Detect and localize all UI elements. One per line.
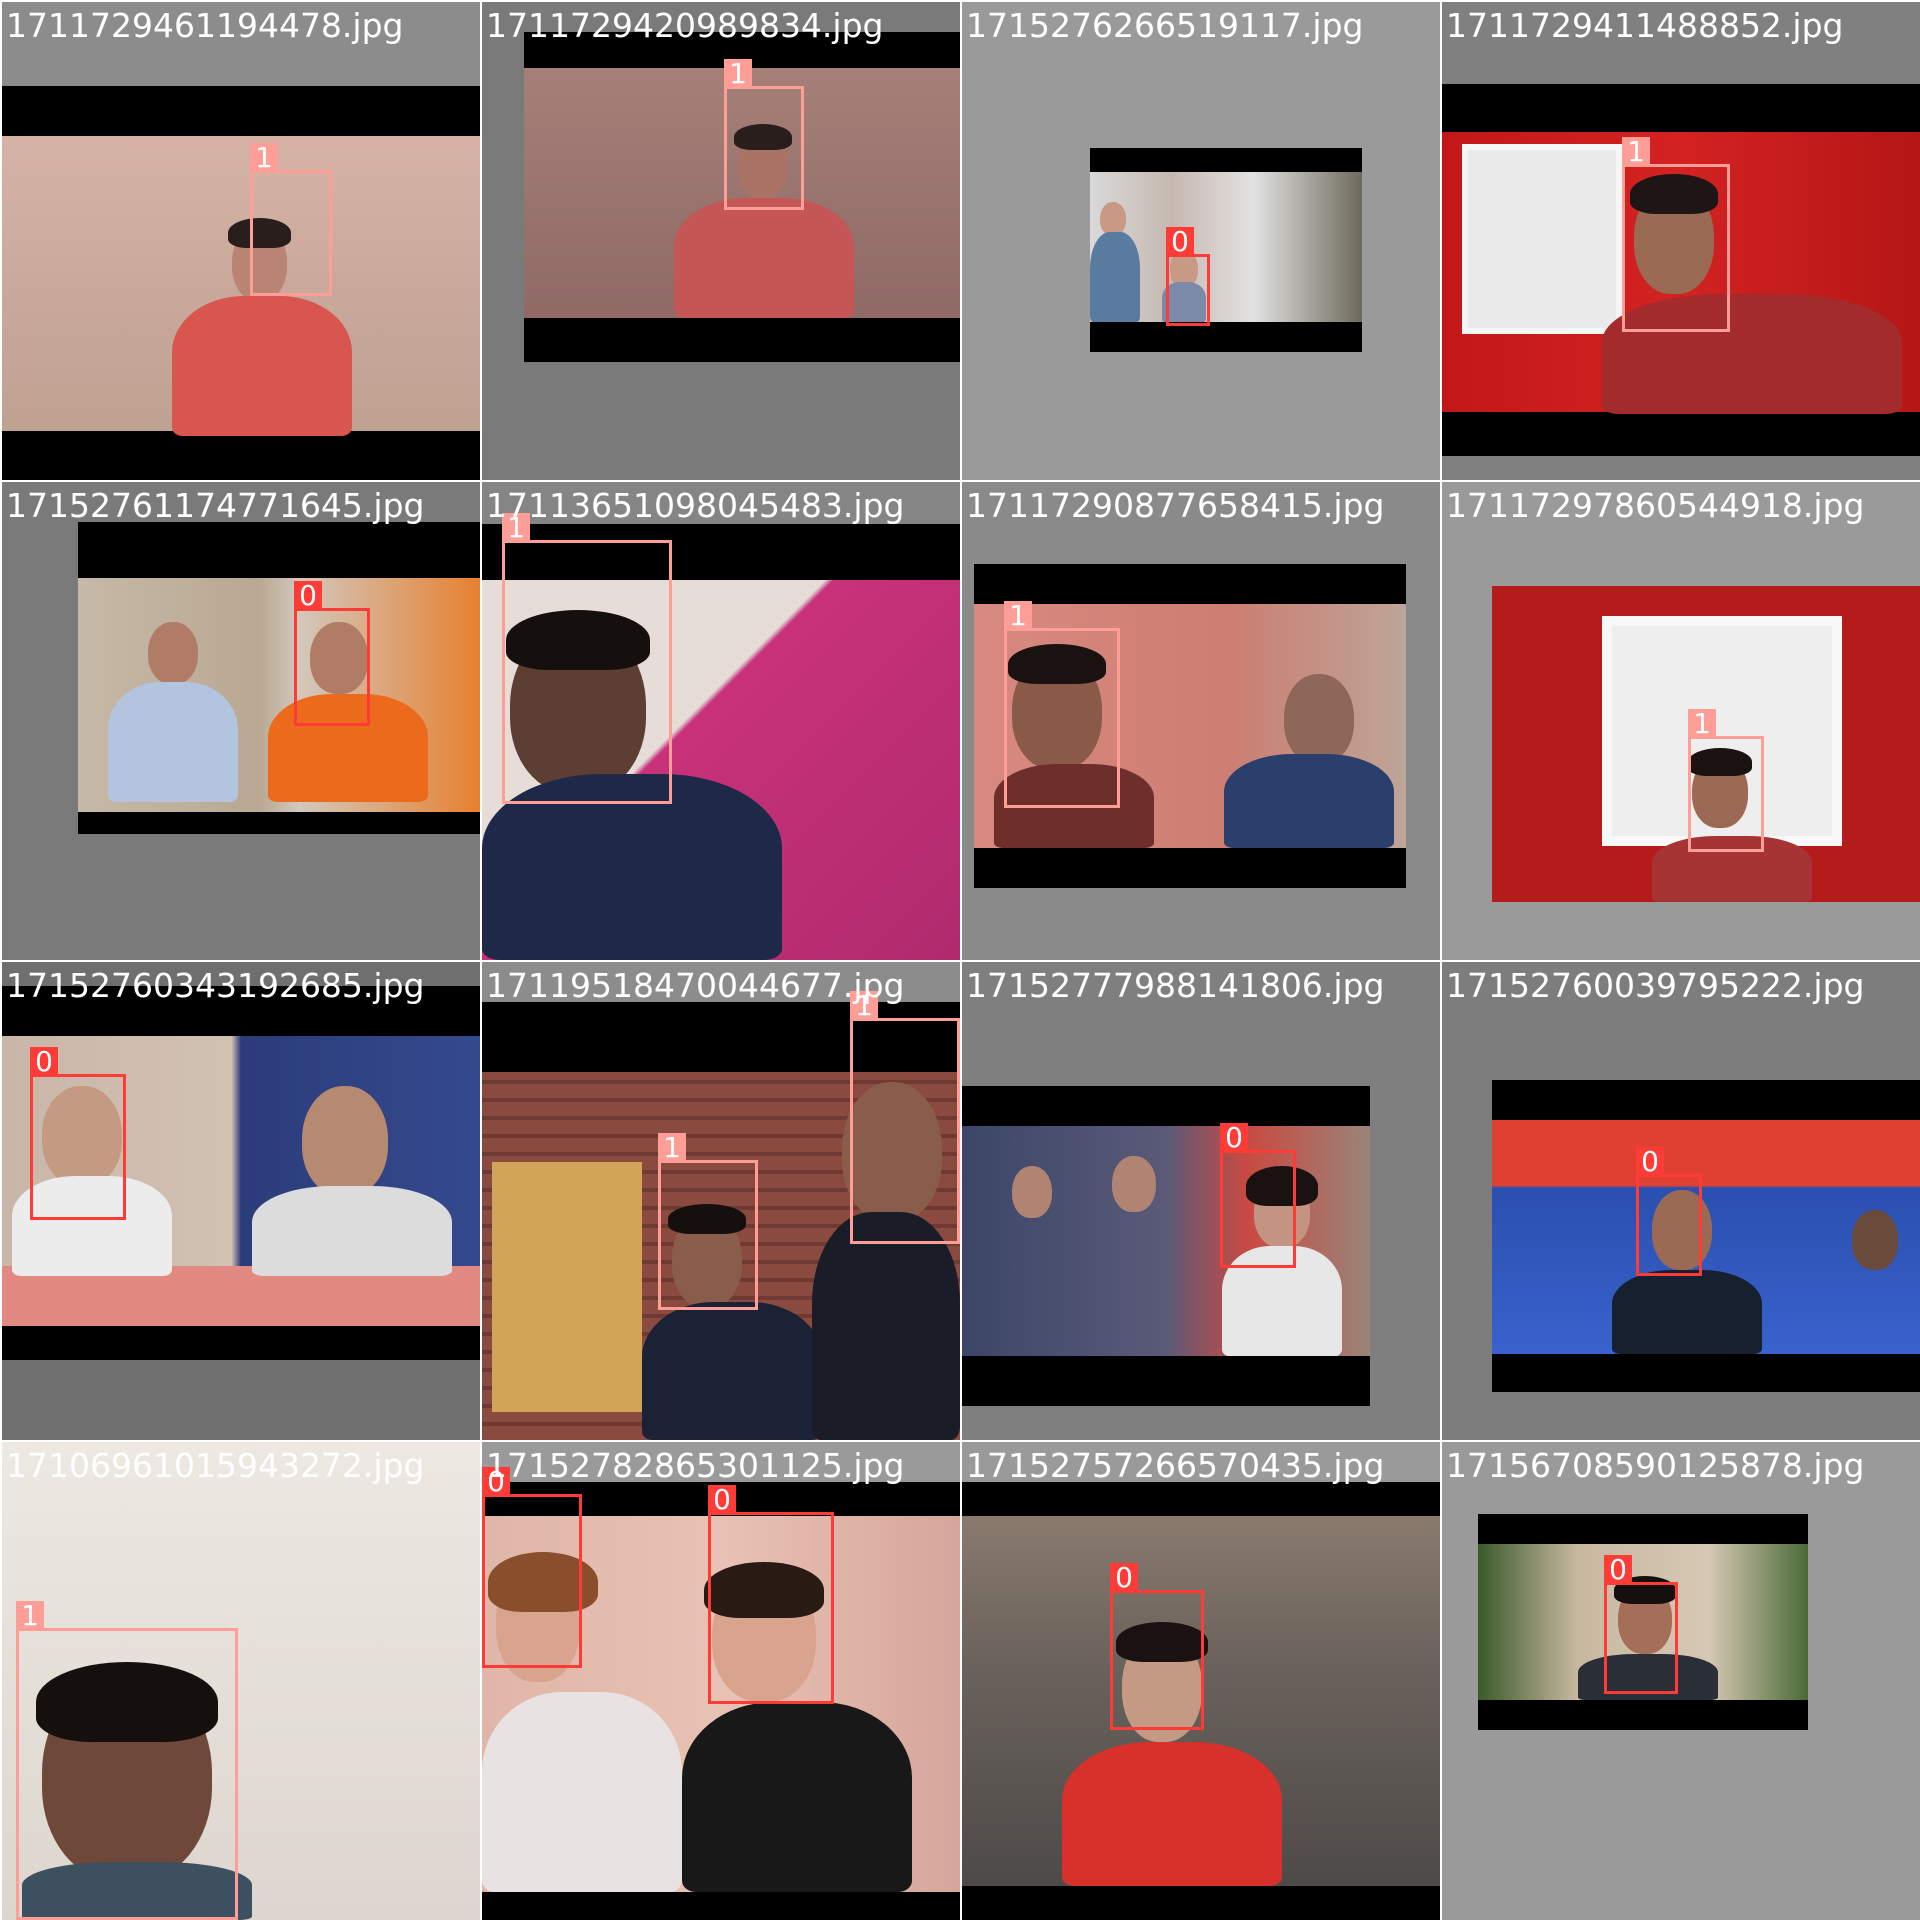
image-tile[interactable]: 17152777988141806.jpg 0 (962, 962, 1440, 1440)
detection-box: 0 (1220, 1123, 1296, 1268)
class-label: 1 (502, 513, 530, 543)
class-label: 0 (294, 581, 322, 611)
tile-filename: 17156708590125878.jpg (1446, 1446, 1865, 1485)
detection-box: 0 (1110, 1563, 1204, 1730)
detection-box: 1 (724, 59, 804, 210)
photo (482, 524, 960, 960)
detection-box: 0 (1166, 227, 1210, 326)
tile-filename: 1711729461194478.jpg (6, 6, 404, 45)
detection-box: 1 (1622, 137, 1730, 332)
detection-box: 1 (1688, 709, 1764, 852)
image-tile[interactable]: 17152760039795222.jpg 0 (1442, 962, 1920, 1440)
tile-filename: 17152760343192685.jpg (6, 966, 425, 1005)
tile-filename: 17106961015943272.jpg (6, 1446, 425, 1485)
detection-box: 1 (850, 991, 960, 1244)
photo (78, 522, 480, 834)
image-tile[interactable]: 17156708590125878.jpg 0 (1442, 1442, 1920, 1920)
tile-filename: 17152782865301125.jpg (486, 1446, 905, 1485)
class-label: 0 (30, 1047, 58, 1077)
photo (1478, 1514, 1808, 1730)
image-tile[interactable]: 17152782865301125.jpg 0 0 (482, 1442, 960, 1920)
tile-filename: 1715276266519117.jpg (966, 6, 1364, 45)
image-tile[interactable]: 17113651098045483.jpg 1 (482, 482, 960, 960)
class-label: 1 (658, 1133, 686, 1163)
image-tile[interactable]: 1711729411488852.jpg 1 (1442, 2, 1920, 480)
tile-filename: 17119518470044677.jpg (486, 966, 905, 1005)
detection-box: 1 (658, 1133, 758, 1310)
image-tile[interactable]: 1711729420989834.jpg 1 (482, 2, 960, 480)
detection-box: 0 (1604, 1555, 1678, 1694)
class-label: 1 (1688, 709, 1716, 739)
image-tile[interactable]: 1715276266519117.jpg 0 (962, 2, 1440, 480)
photo (2, 986, 480, 1360)
class-label: 0 (1110, 1563, 1138, 1593)
class-label: 0 (1636, 1147, 1664, 1177)
detection-box: 1 (250, 143, 332, 296)
photo (2, 1442, 480, 1920)
class-label: 1 (1622, 137, 1650, 167)
image-tile[interactable]: 17152760343192685.jpg 0 (2, 962, 480, 1440)
image-tile[interactable]: 1711729461194478.jpg 1 (2, 2, 480, 480)
detection-box: 1 (1004, 601, 1120, 808)
detection-box: 0 (1636, 1147, 1702, 1276)
detection-box: 1 (502, 513, 672, 804)
class-label: 1 (1004, 601, 1032, 631)
image-tile[interactable]: 17106961015943272.jpg 1 (2, 1442, 480, 1920)
tile-filename: 17152757266570435.jpg (966, 1446, 1385, 1485)
photo (974, 564, 1406, 888)
photo (2, 86, 480, 480)
photo (482, 1002, 960, 1440)
class-label: 1 (250, 143, 278, 173)
class-label: 0 (708, 1485, 736, 1515)
class-label: 1 (724, 59, 752, 89)
image-tile[interactable]: 17117290877658415.jpg 1 (962, 482, 1440, 960)
photo (1492, 1080, 1920, 1392)
detection-box: 0 (30, 1047, 126, 1220)
photo (962, 1086, 1370, 1406)
class-label: 0 (1220, 1123, 1248, 1153)
class-label: 1 (16, 1601, 44, 1631)
tile-filename: 17117290877658415.jpg (966, 486, 1385, 525)
image-tile[interactable]: 17152757266570435.jpg 0 (962, 1442, 1440, 1920)
class-label: 0 (1604, 1555, 1632, 1585)
detection-box: 1 (16, 1601, 238, 1920)
photo (1090, 148, 1362, 352)
detection-box: 0 (482, 1467, 582, 1668)
tile-filename: 17152760039795222.jpg (1446, 966, 1865, 1005)
class-label: 0 (482, 1467, 510, 1497)
tile-filename: 17152777988141806.jpg (966, 966, 1385, 1005)
detection-box: 0 (294, 581, 370, 726)
class-label: 1 (850, 991, 878, 1021)
tile-filename: 17117297860544918.jpg (1446, 486, 1865, 525)
tile-filename: 17152761174771645.jpg (6, 486, 425, 525)
photo (1442, 84, 1920, 456)
image-tile[interactable]: 17119518470044677.jpg 1 1 (482, 962, 960, 1440)
class-label: 0 (1166, 227, 1194, 257)
tile-filename: 1711729411488852.jpg (1446, 6, 1844, 45)
image-tile[interactable]: 17152761174771645.jpg 0 (2, 482, 480, 960)
tile-filename: 17113651098045483.jpg (486, 486, 905, 525)
tile-filename: 1711729420989834.jpg (486, 6, 884, 45)
image-tile[interactable]: 17117297860544918.jpg 1 (1442, 482, 1920, 960)
detection-box: 0 (708, 1485, 834, 1704)
